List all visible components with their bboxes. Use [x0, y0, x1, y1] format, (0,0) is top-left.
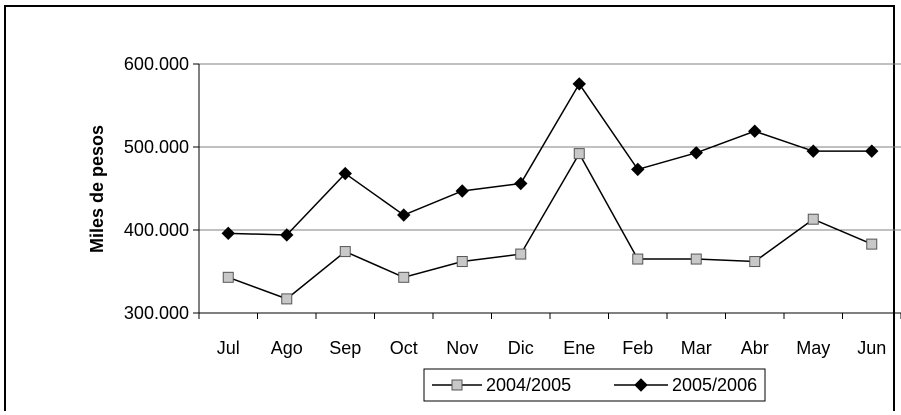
- x-tick-label: Dic: [508, 338, 534, 358]
- x-tick-label: Mar: [681, 338, 712, 358]
- data-point: [631, 162, 645, 177]
- x-tick-label: Jun: [857, 338, 886, 358]
- x-tick-labels: Jul Ago Sep Oct Nov Dic Ene Feb Mar Abr May Jun: [217, 338, 887, 358]
- data-point: [572, 77, 586, 91]
- data-point: [280, 228, 294, 242]
- y-axis-label: Miles de pesos: [87, 125, 107, 253]
- x-tick-label: Abr: [741, 338, 769, 358]
- axes: [193, 63, 901, 319]
- data-point: [281, 293, 293, 305]
- x-tick-label: Ene: [563, 338, 595, 358]
- y-tick-label: 600.000: [124, 54, 189, 74]
- data-point: [865, 144, 879, 158]
- data-point: [514, 176, 528, 191]
- legend-label: 2005/2006: [672, 375, 757, 395]
- y-tick-labels: 300.000 400.000 500.000 600.000: [124, 54, 189, 323]
- legend-entry: 2004/2005: [432, 375, 571, 395]
- series-line: [227, 152, 873, 300]
- x-tick-label: Ago: [271, 338, 303, 358]
- y-tick-label: 400.000: [124, 220, 189, 240]
- chart-frame: [4, 5, 895, 411]
- x-tick-label: Nov: [446, 338, 478, 358]
- series-layer: [221, 77, 879, 305]
- data-point: [689, 146, 703, 160]
- series-2004/2005: [222, 148, 878, 305]
- x-tick-label: Oct: [390, 338, 418, 358]
- data-point: [456, 256, 468, 268]
- legend-marker: [634, 378, 648, 392]
- series-line: [228, 82, 872, 236]
- data-point: [573, 148, 585, 160]
- data-point: [749, 256, 761, 268]
- x-tick-label: Jul: [217, 338, 240, 358]
- data-point: [222, 271, 234, 283]
- x-tick-label: May: [796, 338, 830, 358]
- data-point: [690, 253, 702, 265]
- data-point: [398, 271, 410, 283]
- data-point: [338, 166, 352, 181]
- data-point: [748, 124, 762, 138]
- x-tick-label: Sep: [329, 338, 361, 358]
- legend: 2004/2005 2005/2006: [423, 368, 766, 402]
- data-point: [397, 208, 411, 222]
- data-point: [807, 213, 819, 225]
- legend-marker: [451, 379, 463, 391]
- gridlines: [199, 63, 901, 231]
- data-point: [806, 144, 820, 158]
- y-tick-label: 300.000: [124, 303, 189, 323]
- y-tick-label: 500.000: [124, 137, 189, 157]
- legend-label: 2004/2005: [486, 375, 571, 395]
- data-point: [866, 238, 878, 250]
- data-point: [221, 226, 235, 241]
- data-point: [632, 253, 644, 265]
- series-2005/2006: [221, 77, 879, 242]
- x-tick-label: Feb: [622, 338, 653, 358]
- data-point: [339, 246, 351, 258]
- data-point: [515, 248, 527, 260]
- data-point: [455, 184, 469, 198]
- legend-entry: 2005/2006: [614, 375, 757, 395]
